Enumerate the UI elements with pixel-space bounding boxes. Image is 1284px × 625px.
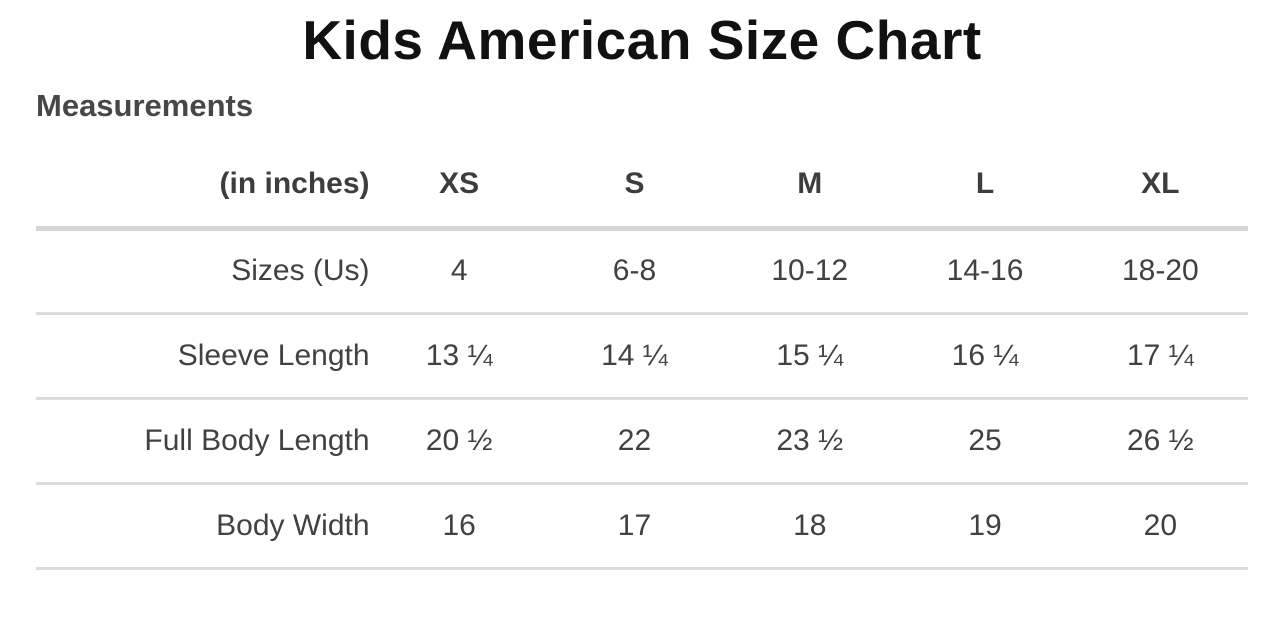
table-row-sizes-us: Sizes (Us) 4 6-8 10-12 14-16 18-20 [36, 228, 1248, 313]
size-chart-header-row: (in inches) XS S M L XL [36, 143, 1248, 228]
row-label: Sizes (Us) [231, 254, 370, 287]
table-row-body-width: Body Width 16 17 18 19 20 [36, 483, 1248, 568]
size-cell: 14 ¼ [601, 338, 668, 372]
row-label: Sleeve Length [177, 338, 370, 372]
size-cell: 17 [617, 508, 652, 542]
size-cell: 20 ½ [425, 423, 493, 457]
size-cell: 19 [968, 508, 1002, 542]
table-row-sleeve-length: Sleeve Length 13 ¼ 14 ¼ 15 ¼ 16 ¼ 17 ¼ [36, 313, 1248, 398]
size-cell: 20 [1143, 508, 1178, 542]
size-cell: 14-16 [946, 254, 1024, 287]
size-cell: 10-12 [771, 254, 849, 287]
column-header-l: L [975, 167, 995, 201]
row-label: Body Width [216, 508, 370, 542]
size-cell: 22 [617, 423, 652, 457]
size-cell: 18-20 [1121, 254, 1199, 287]
size-cell: 16 ¼ [951, 338, 1019, 372]
size-cell: 25 [968, 423, 1002, 457]
row-label: Full Body Length [144, 423, 370, 457]
size-cell: 13 ¼ [425, 338, 493, 372]
column-header-m: M [797, 167, 823, 201]
size-cell: 26 ½ [1126, 423, 1194, 457]
size-chart-table: (in inches) XS S M L XL Sizes (Us) 4 6-8… [36, 143, 1248, 570]
table-row-full-body-length: Full Body Length 20 ½ 22 23 ½ 25 26 ½ [36, 398, 1248, 483]
column-header-s: S [624, 167, 645, 201]
size-cell: 16 [442, 508, 476, 542]
size-cell: 23 ½ [776, 423, 844, 457]
size-cell: 15 ¼ [776, 338, 844, 372]
page-title: Kids American Size Chart [302, 9, 982, 71]
size-cell: 17 ¼ [1126, 338, 1194, 372]
column-header-xs: XS [439, 167, 480, 201]
section-heading-measurements: Measurements [36, 88, 254, 123]
size-cell: 4 [450, 254, 468, 287]
size-cell: 18 [793, 508, 827, 542]
size-cell: 6-8 [612, 254, 657, 287]
column-header-xl: XL [1141, 167, 1180, 201]
unit-label-header: (in inches) [219, 167, 370, 201]
